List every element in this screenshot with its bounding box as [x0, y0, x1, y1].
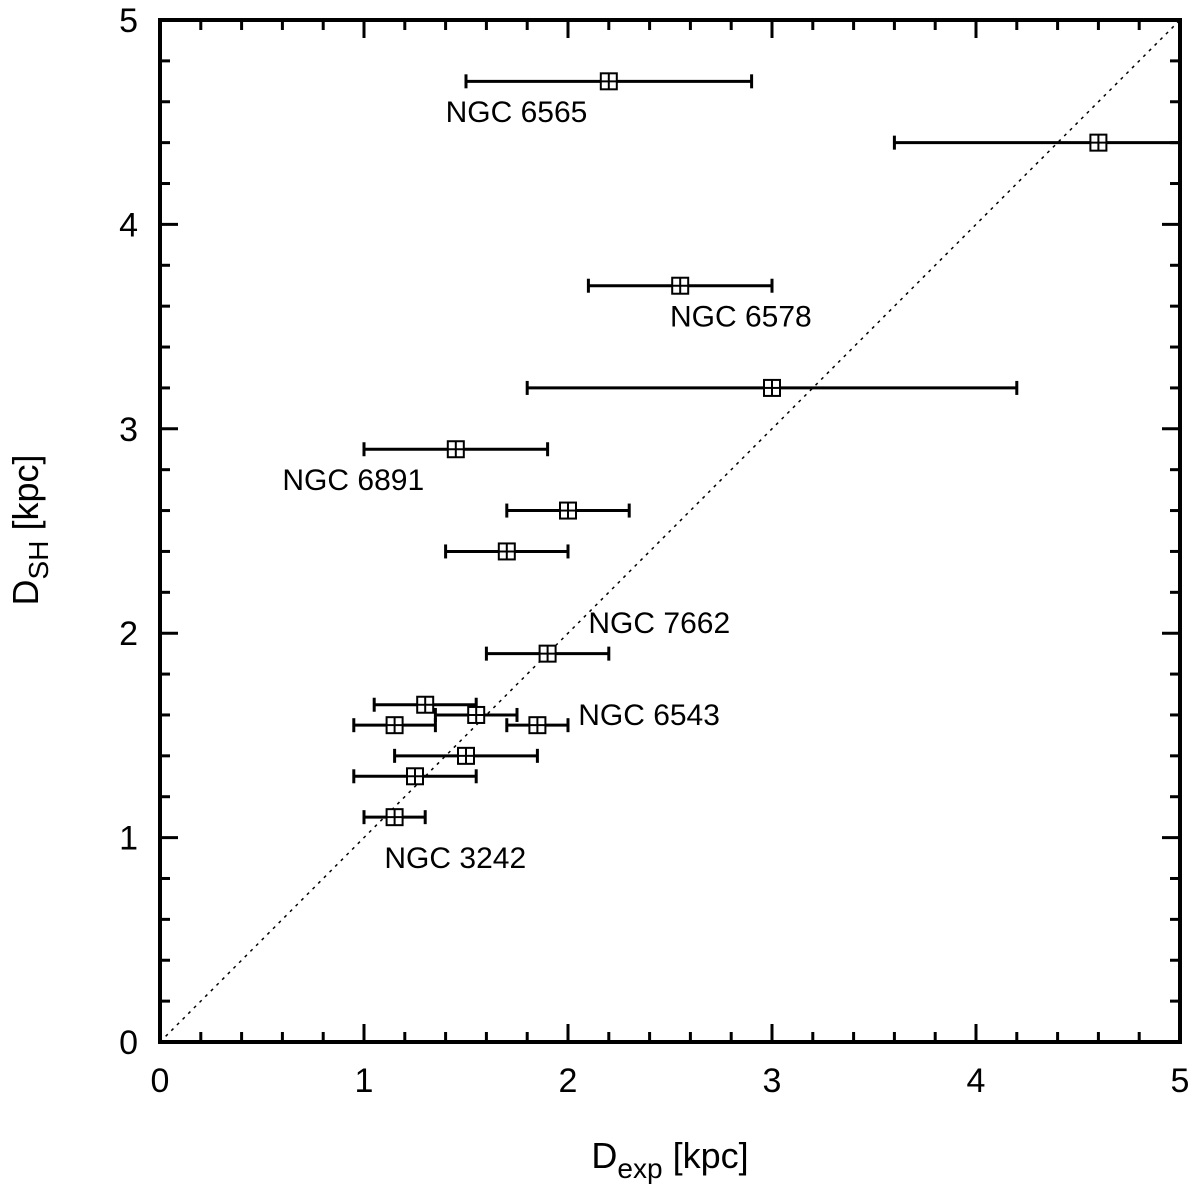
y-axis-label-main: D: [5, 579, 46, 605]
x-axis-label-sub: exp: [617, 1153, 662, 1184]
data-point: [505, 716, 570, 735]
x-tick-label: 0: [151, 1062, 170, 1100]
data-point: [464, 72, 754, 91]
y-tick-label: 3: [119, 411, 138, 449]
y-tick-label: 5: [119, 2, 138, 40]
x-tick-label: 5: [1171, 1062, 1190, 1100]
data-point: [505, 501, 631, 520]
y-axis-label: DSH [kpc]: [5, 455, 54, 606]
data-point: [433, 705, 519, 724]
data-point: [525, 378, 1019, 397]
y-tick-label: 2: [119, 615, 138, 653]
annotations-layer: NGC 6565 NGC 6578 NGC 6891 NGC 7662 NGC 6543…: [282, 96, 811, 875]
data-point: [352, 716, 437, 735]
point-annotation: NGC 6891: [282, 464, 424, 497]
point-annotation: NGC 6578: [670, 300, 812, 333]
y-tick-label: 0: [119, 1024, 138, 1062]
x-tick-label: 2: [559, 1062, 578, 1100]
point-annotation: NGC 3242: [384, 842, 526, 875]
diagonal-reference-line: [159, 19, 1181, 1043]
data-point: [352, 767, 478, 786]
data-point: [484, 644, 611, 663]
data-point: [362, 440, 550, 459]
point-annotation: NGC 7662: [588, 607, 730, 640]
y-axis-label-sub: SH: [23, 541, 54, 580]
data-point: [892, 133, 1182, 152]
data-point: [393, 746, 539, 765]
data-points-layer: [352, 72, 1182, 827]
plot-frame: [158, 18, 1182, 1044]
y-axis-label-unit: [kpc]: [5, 455, 46, 541]
point-annotation: NGC 6543: [578, 699, 720, 732]
data-point: [586, 276, 774, 295]
x-axis-label-unit: [kpc]: [663, 1135, 749, 1176]
point-annotation: NGC 6565: [446, 96, 588, 129]
data-point: [444, 542, 570, 561]
data-point: [372, 695, 478, 714]
diagonal-reference-layer: [159, 19, 1181, 1043]
x-tick-label: 4: [967, 1062, 986, 1100]
y-tick-label: 4: [119, 206, 138, 244]
y-tick-label: 1: [119, 820, 138, 858]
x-axis-label-main: D: [591, 1135, 617, 1176]
x-axis-label: Dexp [kpc]: [591, 1135, 748, 1184]
ticks-layer: 0 1 2 3 4 5 0 1 2 3 4 5: [119, 2, 1189, 1100]
x-tick-label: 1: [355, 1062, 374, 1100]
data-point: [362, 808, 427, 827]
x-tick-label: 3: [763, 1062, 782, 1100]
